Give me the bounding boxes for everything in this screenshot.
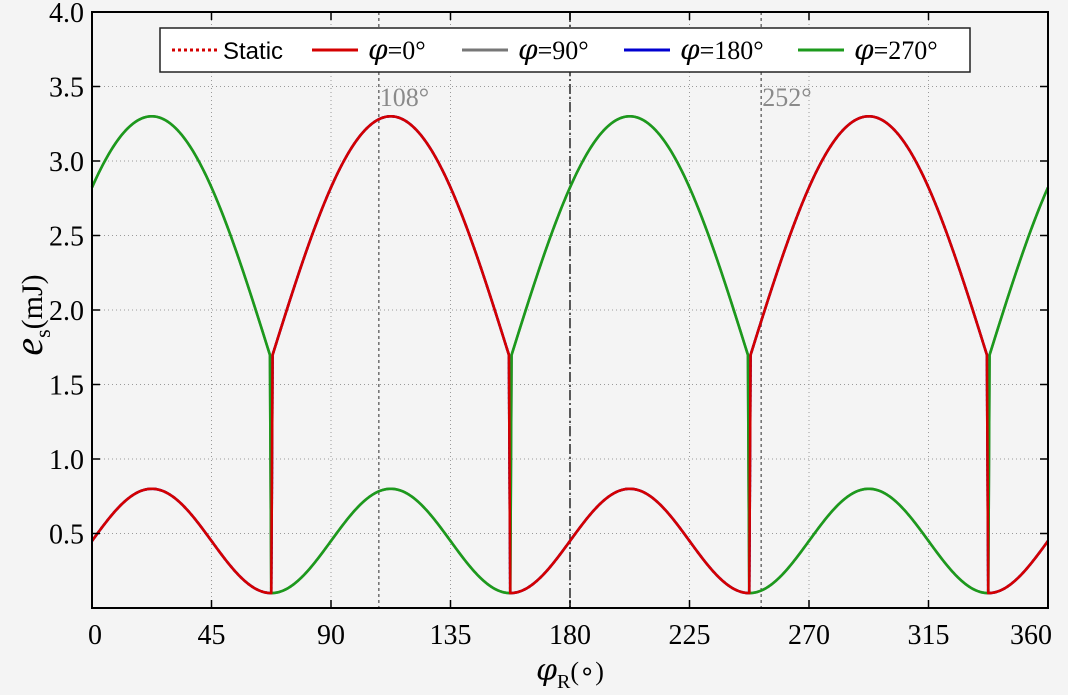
y-tick-label: 0.5 xyxy=(49,520,84,551)
y-tick-label: 4.0 xyxy=(49,0,84,29)
x-axis-label: φR(∘) xyxy=(536,653,604,693)
reference-lines xyxy=(377,12,763,608)
axis-ticks xyxy=(91,11,1049,608)
legend-phi270-label: φ=270° xyxy=(854,33,938,66)
legend-phi90-label: φ=90° xyxy=(518,33,589,66)
y-tick-label: 1.0 xyxy=(49,445,84,476)
y-tick-label: 3.0 xyxy=(49,147,84,178)
x-tick-label: 0 xyxy=(88,620,102,651)
x-tick-label: 45 xyxy=(198,620,226,651)
annotations: 108° 252° xyxy=(380,83,812,112)
legend: Static φ=0° φ=90° φ=180° φ=270° xyxy=(159,27,971,73)
x-tick-label: 135 xyxy=(430,620,472,651)
x-tick-label: 225 xyxy=(669,620,711,651)
y-tick-label: 2.0 xyxy=(49,296,84,327)
x-tick-label: 315 xyxy=(908,620,950,651)
y-axis-label: es(mJ) xyxy=(6,274,55,355)
x-tick-labels: 0 45 90 135 180 225 270 315 360 xyxy=(88,620,1052,651)
x-tick-label: 180 xyxy=(549,620,591,651)
legend-phi0-label: φ=0° xyxy=(368,33,426,66)
x-tick-label: 90 xyxy=(317,620,345,651)
y-tick-label: 3.5 xyxy=(49,73,84,104)
y-tick-label: 1.5 xyxy=(49,371,84,402)
legend-static-label: Static xyxy=(223,38,283,65)
legend-phi180-label: φ=180° xyxy=(680,33,764,66)
x-tick-label: 360 xyxy=(1010,620,1052,651)
y-tick-labels: 0.5 1.0 1.5 2.0 2.5 3.0 3.5 4.0 xyxy=(49,0,84,551)
x-tick-label: 270 xyxy=(788,620,830,651)
grid xyxy=(92,12,1048,608)
angle-annotation: 108° xyxy=(380,83,429,112)
y-tick-label: 2.5 xyxy=(49,222,84,253)
series-line-4 xyxy=(90,115,1050,595)
series-line-1 xyxy=(90,115,1050,595)
angle-annotation: 252° xyxy=(762,83,811,112)
series-lines xyxy=(90,115,1050,595)
